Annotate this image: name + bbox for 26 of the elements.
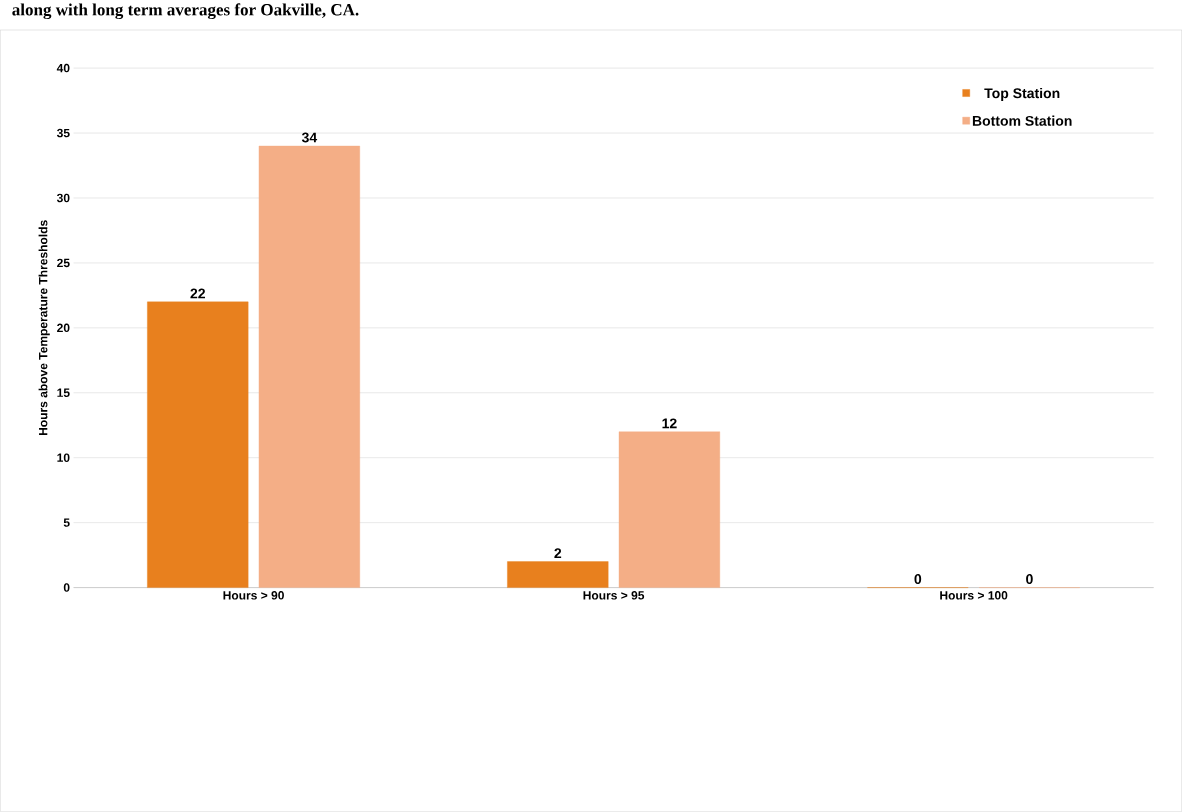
bar (507, 561, 609, 588)
y-axis-title: Hours above Temperature Thresholds (38, 220, 50, 436)
legend-label: Bottom Station (972, 115, 1072, 126)
data-label: 2 (554, 548, 562, 559)
data-label: 34 (301, 132, 318, 143)
y-tick-label: 30 (56, 193, 70, 203)
y-tick-label: 40 (56, 63, 70, 73)
y-tick-label: 0 (63, 583, 70, 592)
bar (147, 301, 249, 588)
bar (618, 431, 721, 588)
y-tick-label: 25 (57, 258, 70, 268)
chart-title: along with long term averages for Oakville, CA. (12, 3, 359, 20)
data-label: 0 (1026, 574, 1033, 585)
legend-label: Top Station (984, 87, 1060, 102)
data-label: 22 (190, 288, 205, 299)
y-tick-label: 15 (57, 388, 70, 398)
x-tick-label: Hours > 100 (940, 591, 1008, 600)
x-tick-label: Hours > 95 (583, 591, 645, 600)
data-label: 12 (662, 418, 677, 429)
y-tick-label: 35 (56, 128, 70, 138)
y-tick-label: 10 (57, 453, 70, 463)
x-tick-label: Hours > 90 (223, 591, 284, 600)
bar (258, 145, 360, 588)
data-label: 0 (914, 574, 922, 585)
y-tick-label: 5 (63, 518, 70, 527)
y-tick-label: 20 (57, 323, 70, 333)
